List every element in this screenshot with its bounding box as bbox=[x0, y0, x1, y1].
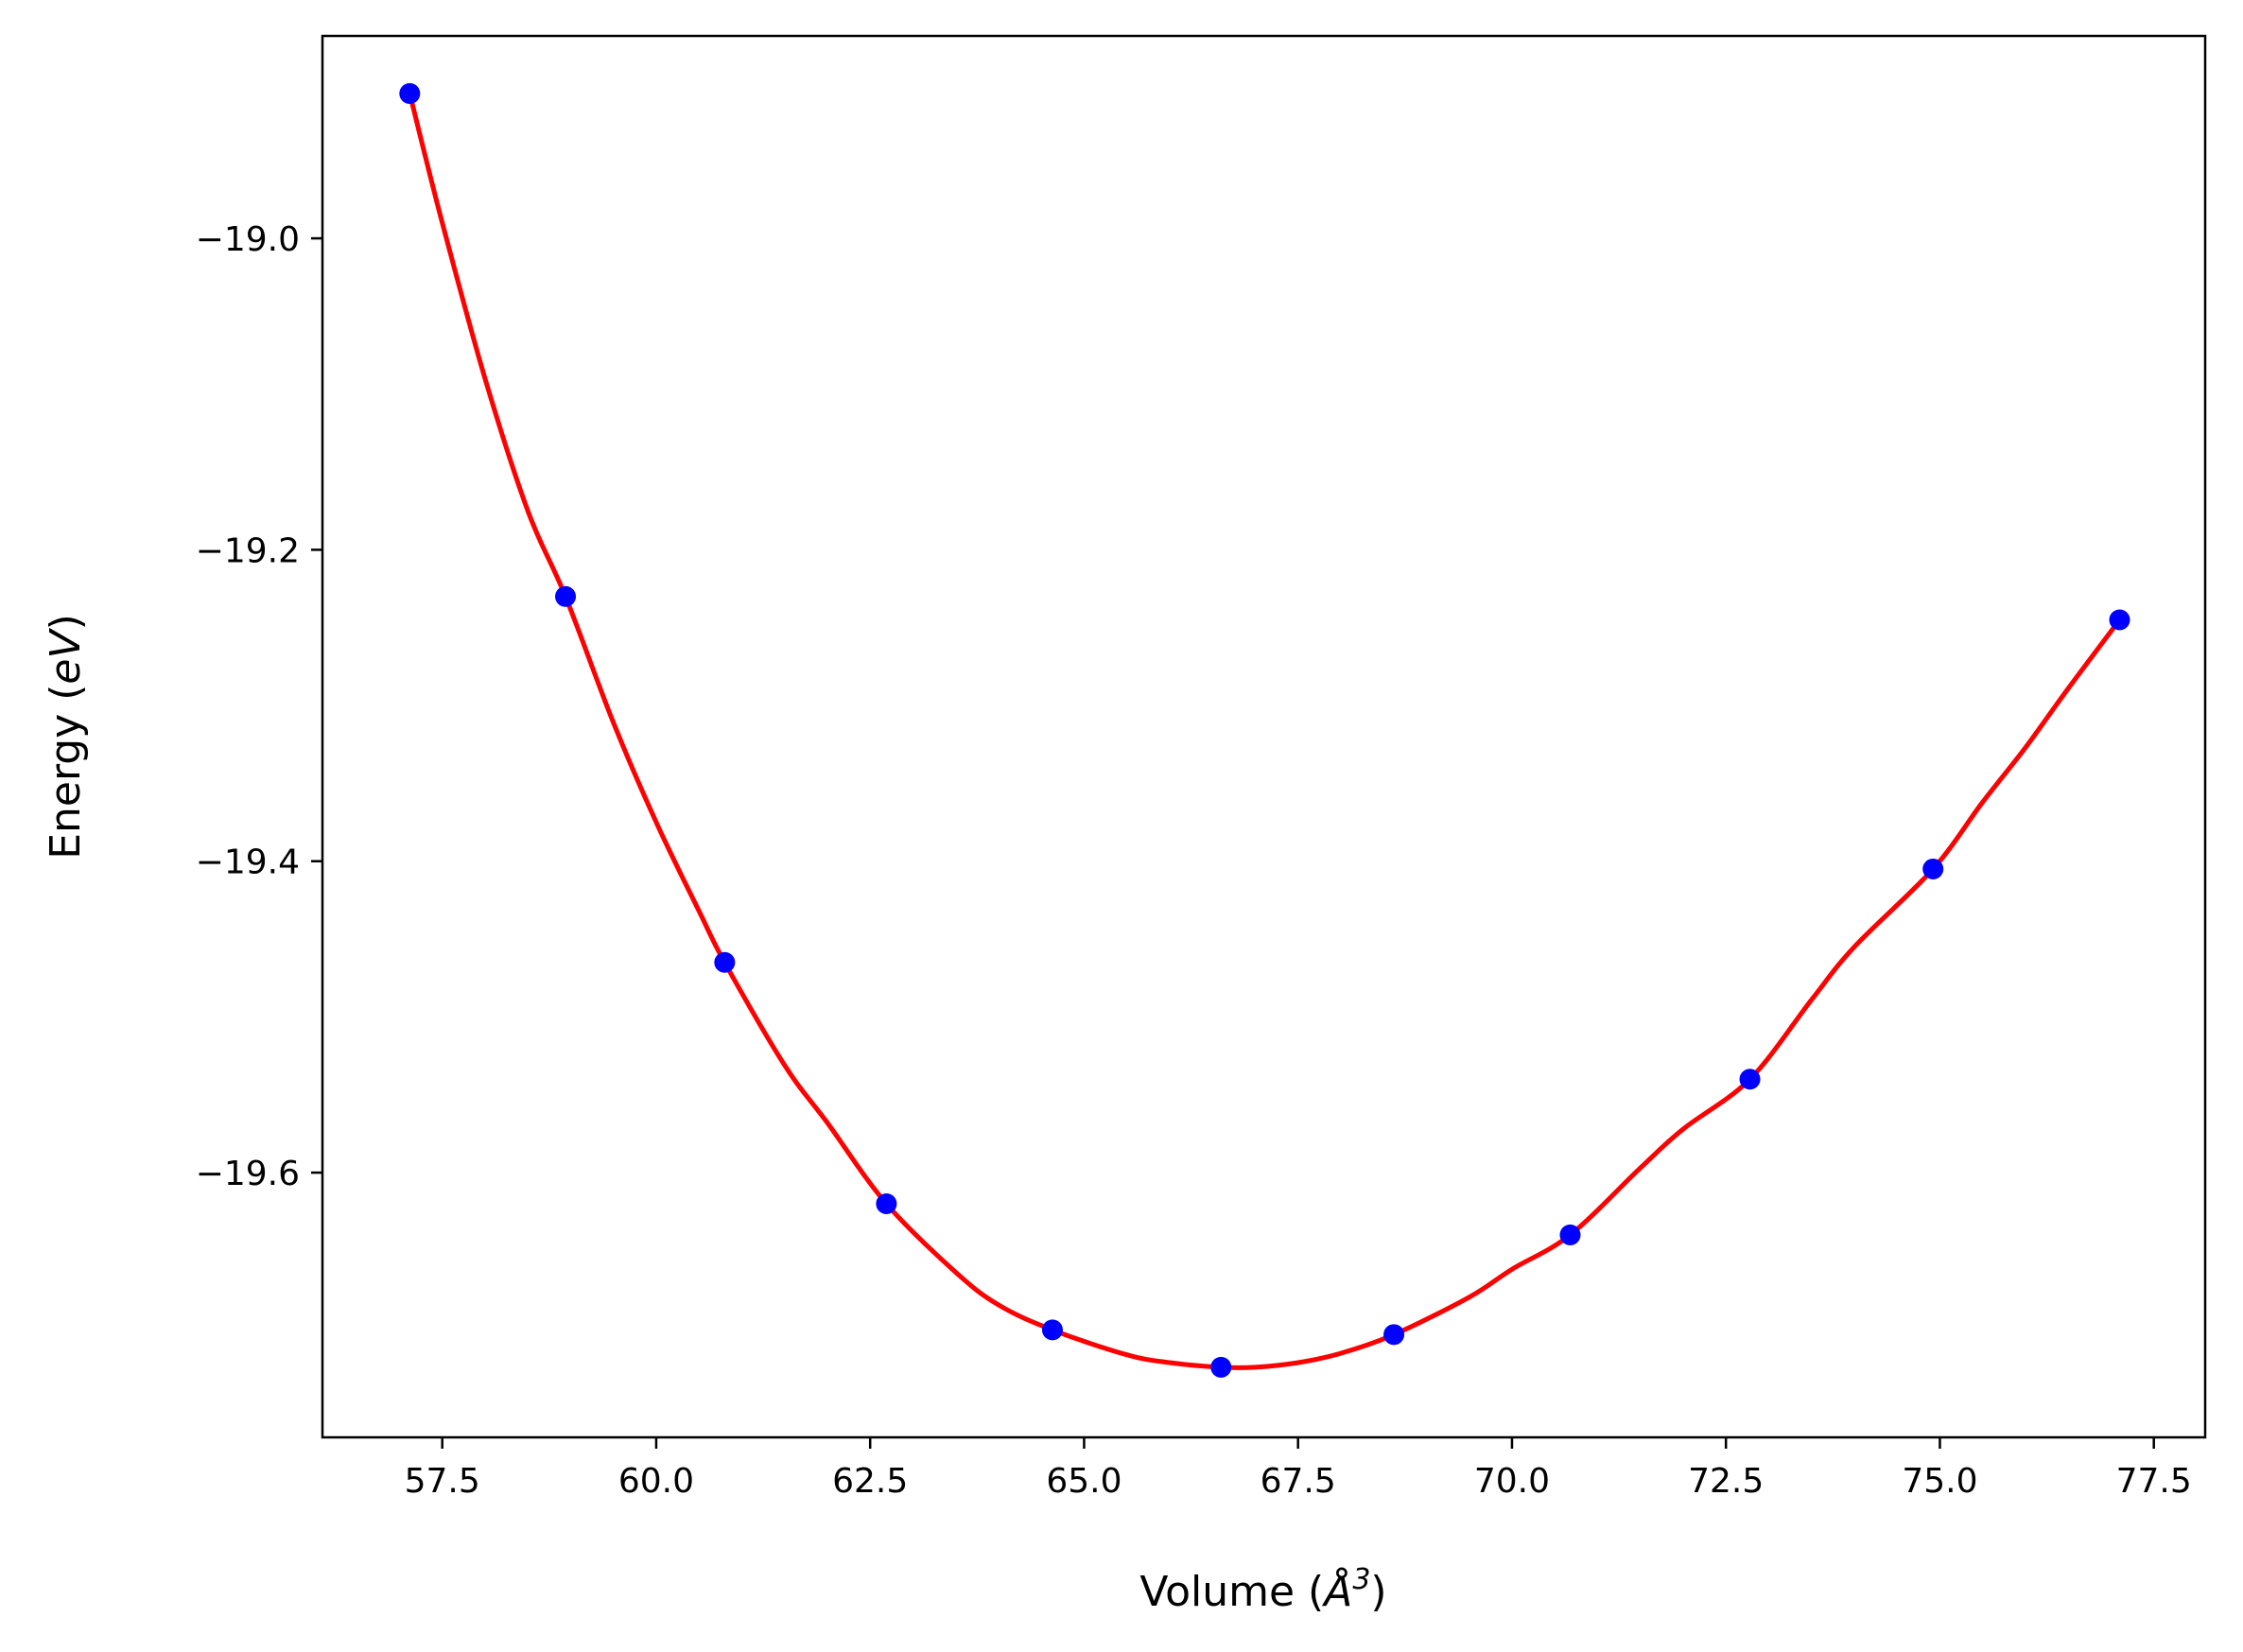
data-point bbox=[1210, 1356, 1232, 1378]
data-point bbox=[399, 82, 421, 104]
x-tick-label: 72.5 bbox=[1688, 1462, 1764, 1501]
data-point bbox=[555, 585, 577, 607]
x-tick-label: 70.0 bbox=[1474, 1462, 1550, 1501]
x-tick-label: 62.5 bbox=[832, 1462, 908, 1501]
data-point bbox=[2109, 609, 2130, 631]
data-point bbox=[1041, 1319, 1063, 1341]
x-axis-label: Volume (Å3) bbox=[1139, 1563, 1386, 1616]
y-tick-label: −19.6 bbox=[196, 1155, 300, 1193]
data-points bbox=[399, 82, 2130, 1378]
x-tick-label: 60.0 bbox=[618, 1462, 694, 1501]
x-tick-label: 67.5 bbox=[1261, 1462, 1336, 1501]
fit-curve bbox=[407, 93, 2122, 1370]
data-point bbox=[714, 951, 736, 973]
x-tick-label: 75.0 bbox=[1902, 1462, 1977, 1501]
y-tick-label: −19.4 bbox=[196, 843, 300, 882]
x-tick-label: 57.5 bbox=[405, 1462, 480, 1501]
data-point bbox=[1383, 1324, 1405, 1346]
y-tick-label: −19.2 bbox=[196, 531, 300, 570]
data-point bbox=[876, 1193, 897, 1214]
y-axis-label: Energy (eV) bbox=[42, 614, 90, 860]
x-axis-ticks: 57.5 60.0 62.5 65.0 67.5 70.0 72.5 75.0 77.5 bbox=[405, 1437, 2192, 1501]
data-point bbox=[1922, 858, 1944, 879]
y-tick-label: −19.0 bbox=[196, 220, 300, 259]
y-axis-ticks: −19.0 −19.2 −19.4 −19.6 bbox=[196, 220, 322, 1193]
axes-frame bbox=[321, 34, 2207, 1439]
plot-area bbox=[399, 82, 2130, 1378]
x-tick-label: 65.0 bbox=[1046, 1462, 1122, 1501]
x-tick-label: 77.5 bbox=[2116, 1462, 2192, 1501]
data-point bbox=[1739, 1069, 1761, 1090]
data-point bbox=[1559, 1224, 1581, 1245]
